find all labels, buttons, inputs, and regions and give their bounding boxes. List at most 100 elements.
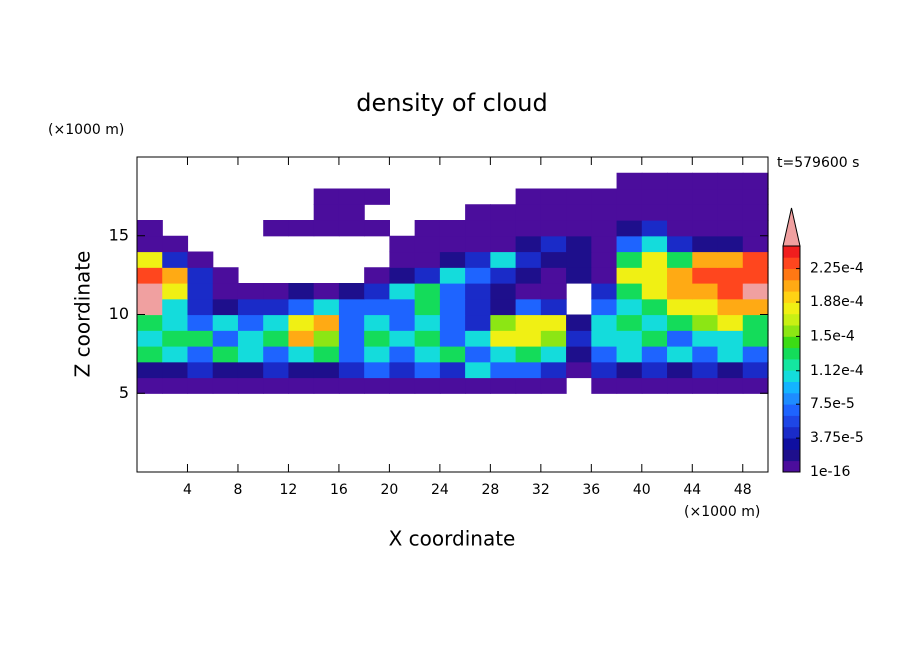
contour-cell <box>616 314 643 331</box>
contour-cell <box>439 330 466 347</box>
contour-cell <box>389 235 416 253</box>
contour-cell <box>439 235 466 253</box>
contour-cell <box>313 330 340 347</box>
contour-cell <box>338 361 365 379</box>
contour-cell <box>515 235 542 253</box>
contour-cell <box>641 330 668 347</box>
contour-cell <box>641 220 668 237</box>
contour-cell <box>616 346 643 363</box>
contour-cell <box>667 314 693 331</box>
contour-cell <box>212 298 239 316</box>
colorbar-tick-label: 1.5e-4 <box>810 328 855 344</box>
contour-cell <box>137 377 163 394</box>
contour-cell <box>591 283 618 300</box>
contour-cell <box>137 251 163 268</box>
contour-cell <box>692 267 719 284</box>
contour-cell <box>288 314 315 331</box>
contour-cell <box>717 377 744 394</box>
contour-cell <box>616 377 643 394</box>
contour-cell <box>465 361 491 379</box>
contour-cell <box>566 188 592 205</box>
contour-cell <box>616 267 643 284</box>
contour-cell <box>237 283 264 300</box>
contour-cell <box>717 298 744 316</box>
x-tick-label: 20 <box>380 482 398 498</box>
contour-cell <box>212 361 239 379</box>
contour-cell <box>389 283 416 300</box>
contour-cell <box>566 314 592 331</box>
contour-cell <box>465 314 491 331</box>
contour-cell <box>364 330 390 347</box>
contour-cell <box>490 314 517 331</box>
contour-cell <box>540 235 567 253</box>
contour-cell <box>237 314 264 331</box>
contour-cell <box>439 346 466 363</box>
contour-cell <box>490 235 517 253</box>
contour-cell <box>591 314 618 331</box>
colorbar-tick-label: 7.5e-5 <box>810 396 855 412</box>
contour-cell <box>364 314 390 331</box>
contour-cell <box>414 235 441 253</box>
contour-cell <box>591 361 618 379</box>
contour-cell <box>591 251 618 268</box>
contour-cell <box>616 204 643 221</box>
contour-cell <box>591 188 618 205</box>
contour-cell <box>465 220 491 237</box>
contour-cell <box>515 298 542 316</box>
contour-cell <box>515 204 542 221</box>
contour-cell <box>465 346 491 363</box>
contour-cell <box>717 314 744 331</box>
contour-cell <box>717 235 744 253</box>
contour-cell <box>263 314 290 331</box>
contour-cell <box>540 330 567 347</box>
contour-cell <box>591 235 618 253</box>
colorbar-band <box>783 359 800 371</box>
contour-cell <box>439 377 466 394</box>
contour-cell <box>364 346 390 363</box>
contour-cell <box>566 251 592 268</box>
contour-cell <box>439 220 466 237</box>
contour-cell <box>439 267 466 284</box>
contour-cell <box>313 220 340 237</box>
contour-cell <box>414 298 441 316</box>
colorbar-band <box>783 370 800 382</box>
contour-cell <box>313 314 340 331</box>
colorbar-band <box>783 449 800 462</box>
contour-cell <box>338 204 365 221</box>
colorbar-tick-label: 3.75e-5 <box>810 430 864 446</box>
contour-cell <box>717 172 744 190</box>
contour-cell <box>692 346 719 363</box>
colorbar-band <box>783 404 800 416</box>
contour-cell <box>389 377 416 394</box>
contour-cell <box>566 361 592 379</box>
contour-cell <box>288 377 315 394</box>
contour-cell <box>414 251 441 268</box>
contour-cell <box>717 267 744 284</box>
contour-cell <box>364 361 390 379</box>
contour-cell <box>263 330 290 347</box>
contour-cell <box>389 330 416 347</box>
contour-cell <box>313 188 340 205</box>
contour-cell <box>338 346 365 363</box>
colorbar-band <box>783 347 800 360</box>
contour-cell <box>263 361 290 379</box>
contour-cell <box>667 235 693 253</box>
contour-cell <box>667 251 693 268</box>
contour-cell <box>540 188 567 205</box>
contour-cell <box>465 267 491 284</box>
contour-cell <box>667 298 693 316</box>
contour-cell <box>742 283 769 300</box>
contour-cell <box>540 251 567 268</box>
contour-cell <box>414 283 441 300</box>
contour-cell <box>263 298 290 316</box>
contour-cell <box>490 204 517 221</box>
contour-cell <box>692 220 719 237</box>
contour-cell <box>616 188 643 205</box>
contour-cell <box>465 204 491 221</box>
colorbar-tick-label: 1.88e-4 <box>810 294 864 310</box>
x-tick-label: 8 <box>233 482 242 498</box>
contour-cell <box>641 267 668 284</box>
contour-cell <box>566 330 592 347</box>
contour-cell <box>338 188 365 205</box>
contour-cell <box>490 283 517 300</box>
